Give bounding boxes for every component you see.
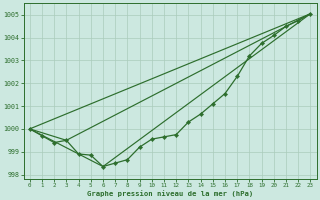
X-axis label: Graphe pression niveau de la mer (hPa): Graphe pression niveau de la mer (hPa) <box>87 190 253 197</box>
